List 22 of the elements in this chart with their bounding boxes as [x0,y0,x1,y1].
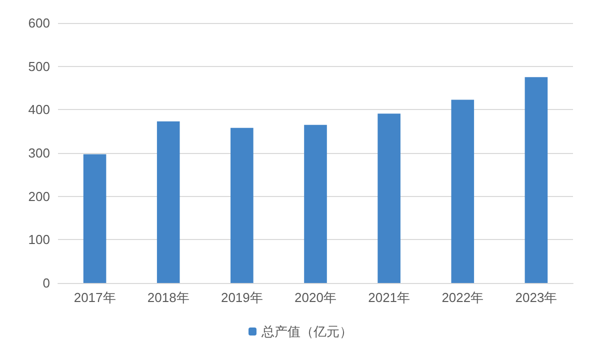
x-tick-label: 2020年 [294,290,336,305]
x-tick-label: 2021年 [368,290,410,305]
x-tick-label: 2019年 [220,290,263,305]
x-tick-label: 2017年 [74,290,116,305]
y-tick-label: 600 [28,16,50,30]
bar [83,154,106,283]
y-tick-label: 0 [42,276,50,290]
legend-label: 总产值（亿元） [260,324,352,339]
x-tick-label: 2023年 [515,290,558,305]
bar [378,114,400,283]
y-tick-label: 100 [28,232,50,248]
bar [156,121,180,283]
y-tick-label: 400 [28,102,50,118]
bar [451,100,474,283]
bar [230,128,254,283]
x-tick-label: 2022年 [442,290,484,305]
bar [524,77,548,283]
x-tick-label: 2018年 [147,290,190,305]
y-tick-label: 500 [28,58,50,74]
bar [304,124,327,283]
y-tick-label: 300 [28,146,50,160]
y-tick-label: 200 [28,188,50,204]
